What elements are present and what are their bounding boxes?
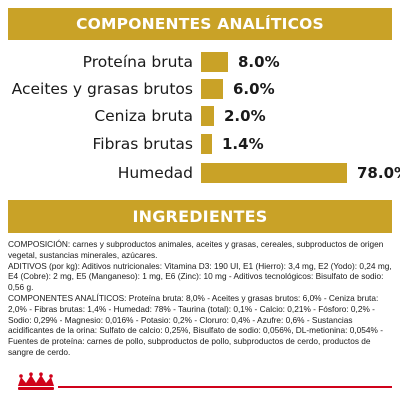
analytics-title: COMPONENTES ANALÍTICOS xyxy=(76,15,324,33)
analytics-row: Aceites y grasas brutos 6.0% xyxy=(0,77,400,101)
analytics-label: Fibras brutas xyxy=(92,135,194,153)
analytics-bar xyxy=(201,163,347,183)
analytics-row: Proteína bruta 8.0% xyxy=(0,50,400,74)
footer-red-line xyxy=(58,386,392,388)
analytics-bar xyxy=(201,134,212,154)
ingredients-title-banner: INGREDIENTES xyxy=(8,200,392,233)
additives-paragraph: ADITIVOS (por kg): Aditivos nutricionale… xyxy=(8,260,392,293)
analytics-label: Humedad xyxy=(117,164,193,182)
analytics-row: Fibras brutas 1.4% xyxy=(0,132,400,156)
analytics-label: Proteína bruta xyxy=(82,53,193,71)
analytics-label: Ceniza bruta xyxy=(94,107,193,125)
analytics-value: 2.0% xyxy=(224,107,266,125)
analytics-bar xyxy=(201,106,214,126)
analytics-row: Ceniza bruta 2.0% xyxy=(0,104,400,128)
royal-canin-crown-logo xyxy=(18,372,54,390)
analytics-row: Humedad 78.0% xyxy=(0,161,400,185)
analytics-value: 78.0% xyxy=(357,164,400,182)
analytics-title-banner: COMPONENTES ANALÍTICOS xyxy=(8,8,392,40)
analytics-bar xyxy=(201,79,223,99)
analytics-value: 8.0% xyxy=(238,53,280,71)
analytics-value: 6.0% xyxy=(233,80,275,98)
analytics-bar xyxy=(201,52,228,72)
analytics-value: 1.4% xyxy=(222,135,264,153)
analytics-label: Aceites y grasas brutos xyxy=(11,80,193,98)
ingredients-text: COMPOSICIÓN: carnes y subproductos anima… xyxy=(8,239,394,358)
composition-paragraph: COMPOSICIÓN: carnes y subproductos anima… xyxy=(8,239,384,260)
analytical-components-paragraph: COMPONENTES ANALÍTICOS: Proteína bruta: … xyxy=(8,292,383,357)
ingredients-title: INGREDIENTES xyxy=(132,207,268,226)
